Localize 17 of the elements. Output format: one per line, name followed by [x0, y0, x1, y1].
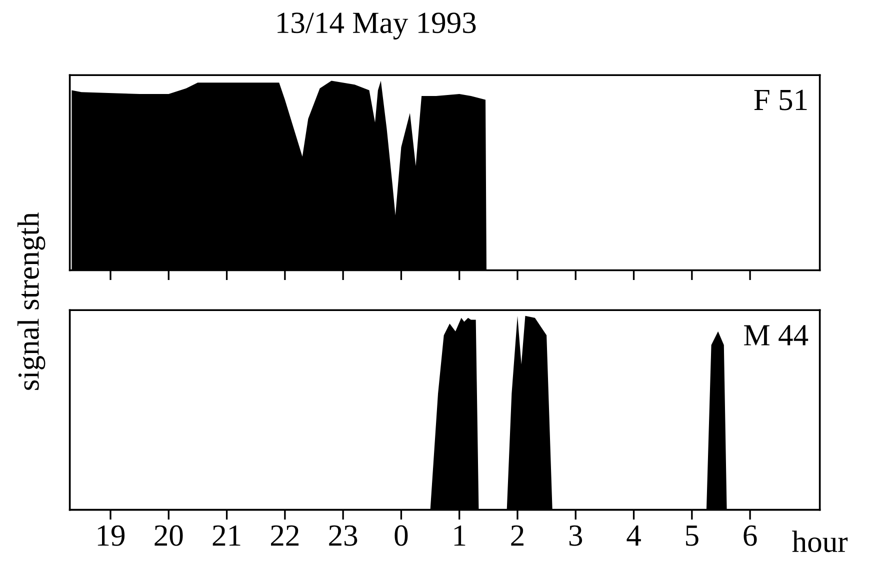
x-tick-label: 5 — [686, 526, 698, 546]
x-tick-label: 23 — [329, 525, 358, 546]
x-tick-label: 0 — [394, 525, 408, 546]
x-tick-label: 20 — [154, 525, 183, 546]
x-tick-label: 19 — [98, 525, 125, 546]
x-tick-label: 4 — [626, 525, 641, 546]
y-axis-title: signal strength — [17, 212, 46, 390]
x-tick-label: 21 — [212, 525, 240, 546]
x-tick-label: 1 — [454, 525, 466, 546]
chart-title: 13/14 May 1993 — [278, 12, 476, 40]
text: F 51 — [754, 90, 807, 110]
x-tick-label: 6 — [744, 525, 757, 546]
series-label: M 44 — [744, 325, 808, 346]
x-tick-label: 3 — [569, 525, 582, 546]
x-axis-title: hour — [792, 530, 848, 552]
x-tick-label: 2 — [511, 525, 524, 546]
x-tick-label: 22 — [270, 525, 299, 546]
